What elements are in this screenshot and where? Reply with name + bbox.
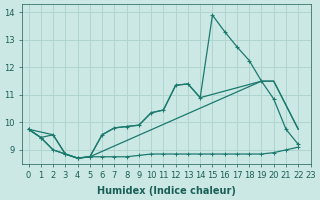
X-axis label: Humidex (Indice chaleur): Humidex (Indice chaleur) — [97, 186, 236, 196]
